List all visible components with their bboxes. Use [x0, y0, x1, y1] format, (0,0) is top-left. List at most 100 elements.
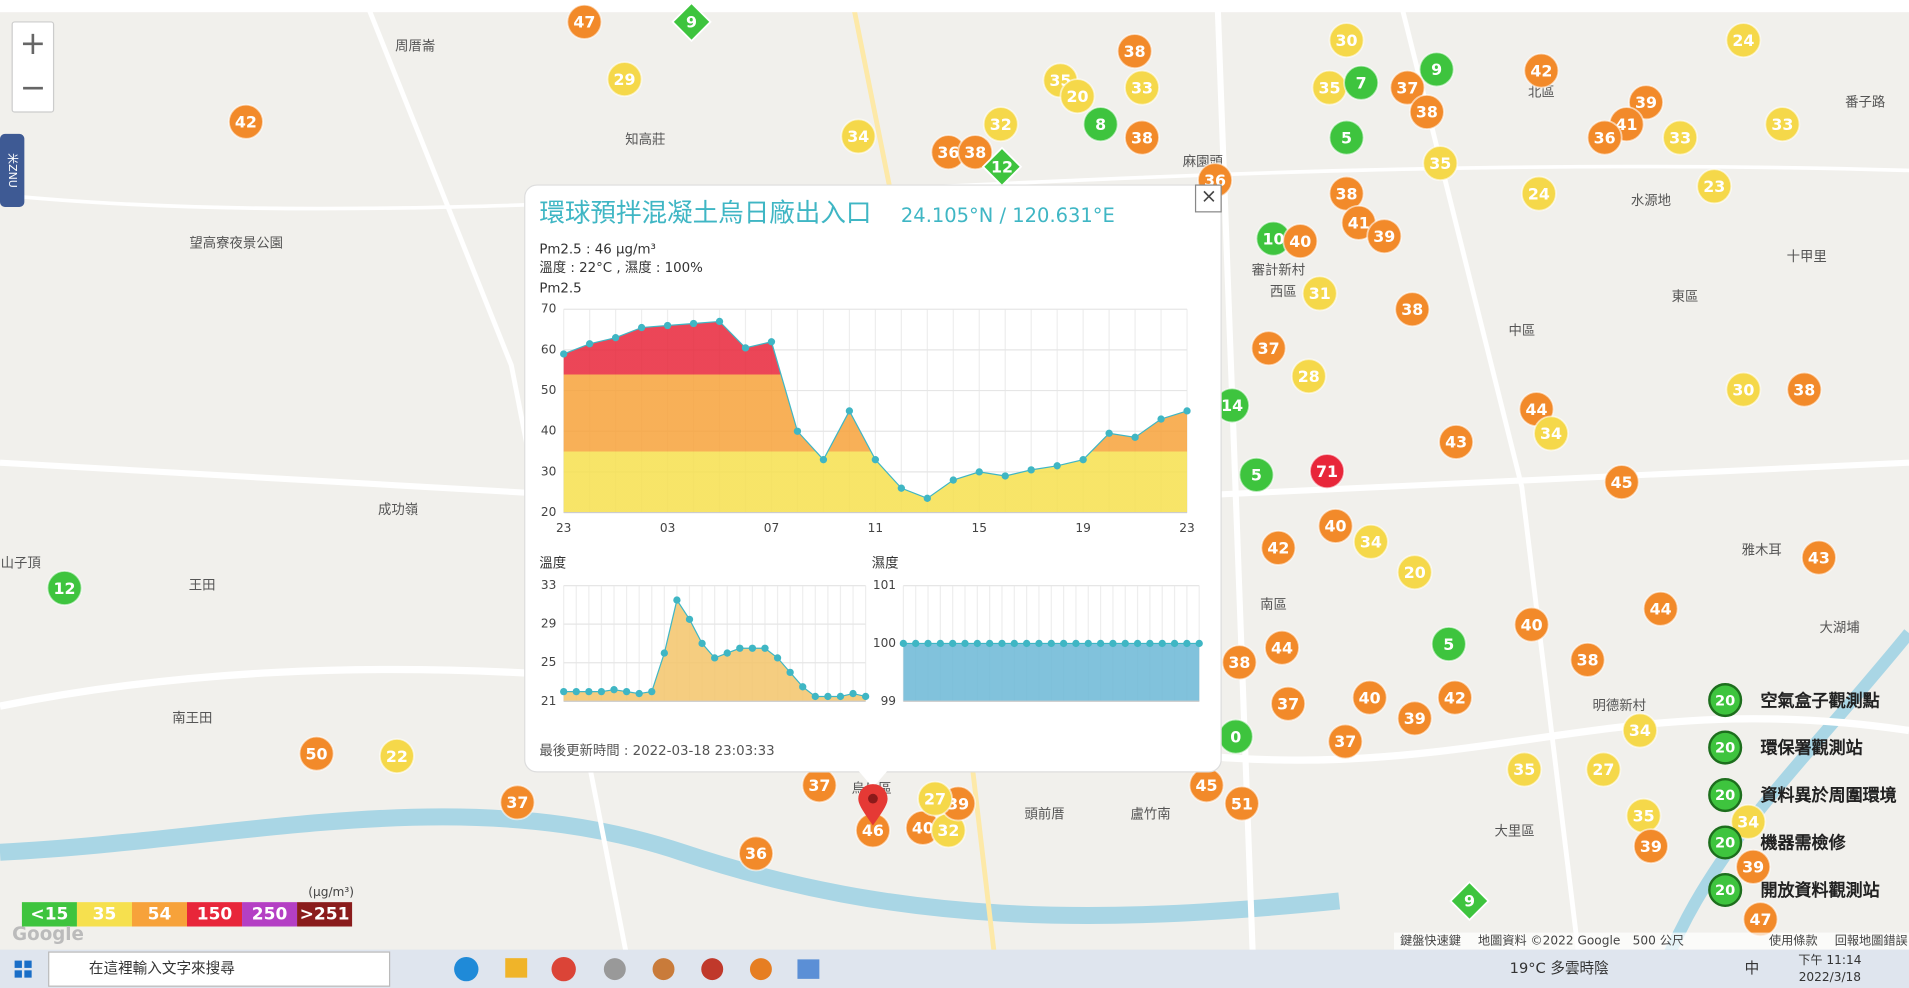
map-marker[interactable]: 40	[1317, 508, 1354, 544]
map-marker[interactable]: 45	[1188, 767, 1225, 804]
map-marker[interactable]: 28	[1290, 358, 1327, 395]
map-marker[interactable]: 40	[904, 809, 941, 846]
map-marker[interactable]: 38	[1124, 119, 1160, 156]
map-marker[interactable]: 71	[1309, 453, 1346, 490]
app-icon[interactable]	[652, 958, 675, 981]
map-marker[interactable]: 35	[1311, 69, 1348, 106]
map-marker[interactable]: 14	[1214, 387, 1251, 424]
map-marker[interactable]: 30	[1328, 22, 1365, 59]
close[interactable]: ×	[1201, 185, 1217, 208]
map-marker[interactable]: 39	[1366, 218, 1403, 255]
app-icon[interactable]	[603, 958, 626, 981]
map-marker[interactable]: 24	[1725, 22, 1762, 59]
app-icon[interactable]	[454, 956, 479, 982]
map-marker[interactable]: 38	[1394, 291, 1431, 328]
map-marker[interactable]: 45	[1603, 464, 1640, 501]
map-marker[interactable]: 34	[1621, 712, 1658, 749]
start-button[interactable]	[14, 960, 32, 978]
map-marker[interactable]: 39	[1632, 828, 1669, 865]
map-marker[interactable]: 12	[46, 570, 83, 607]
map-marker[interactable]: 37	[801, 767, 838, 804]
app-icon[interactable]	[749, 958, 772, 981]
map-marker[interactable]: 47	[566, 3, 603, 40]
map-marker[interactable]: 33	[1124, 69, 1160, 106]
map-marker[interactable]: 37	[499, 784, 536, 821]
map-marker[interactable]: 36	[1586, 119, 1623, 156]
zoom-in[interactable]: +	[20, 26, 47, 62]
app-icon[interactable]	[701, 958, 724, 981]
close-box[interactable]	[1194, 184, 1222, 213]
map-marker[interactable]: 27	[1585, 751, 1622, 788]
ime[interactable]: 中	[1745, 960, 1760, 977]
map-marker[interactable]: 31	[1301, 275, 1338, 312]
map-marker[interactable]: 20	[1396, 554, 1433, 591]
map-marker[interactable]: 20	[1059, 78, 1096, 115]
map-marker[interactable]: 44	[1264, 629, 1300, 666]
map-marker[interactable]: 8	[1082, 106, 1119, 143]
map-marker[interactable]: 43	[1800, 539, 1837, 576]
map-marker[interactable]: 35	[1625, 797, 1662, 834]
map-marker[interactable]: 40	[1513, 606, 1550, 643]
marker-circle	[1735, 848, 1772, 885]
map-marker[interactable]: 38	[1786, 371, 1823, 408]
map-marker[interactable]: 44	[1518, 391, 1555, 428]
map-marker[interactable]: 24	[1520, 175, 1557, 212]
map-marker[interactable]: 50	[298, 735, 335, 772]
map-marker[interactable]: 37	[1270, 685, 1307, 722]
map-marker[interactable]: 0	[1217, 718, 1254, 755]
side-tab[interactable]	[0, 133, 25, 207]
map-marker[interactable]: 43	[1438, 423, 1475, 460]
map-marker[interactable]: 42	[1436, 679, 1473, 716]
map-marker[interactable]: 47	[1742, 901, 1779, 938]
map-marker[interactable]: 35	[1506, 751, 1543, 788]
map-marker[interactable]: 36	[738, 835, 775, 872]
map-marker[interactable]: 42	[227, 103, 264, 140]
map-marker[interactable]: 33	[1662, 119, 1699, 156]
map-marker[interactable]: 38	[1221, 644, 1258, 681]
map-marker[interactable]: 7	[1343, 64, 1380, 101]
map-marker[interactable]: 39	[1735, 848, 1772, 885]
map-marker[interactable]: 9	[671, 1, 712, 43]
marker-circle	[1223, 785, 1260, 822]
map-marker[interactable]: 34	[1352, 523, 1389, 560]
map-marker[interactable]: 5	[1238, 456, 1275, 493]
map-marker[interactable]: 34	[1730, 803, 1767, 840]
map-marker[interactable]: 40	[1351, 679, 1388, 716]
map-marker[interactable]: 36	[930, 134, 967, 171]
map-marker[interactable]: 37	[1327, 723, 1364, 760]
map-marker[interactable]: 23	[1696, 168, 1733, 205]
map-marker[interactable]: 12	[981, 146, 1023, 188]
app-icon[interactable]	[505, 958, 528, 978]
map-marker[interactable]: 33	[1764, 106, 1801, 143]
map-marker[interactable]: 38	[1569, 641, 1606, 678]
map-marker[interactable]: 27	[917, 780, 953, 817]
map-marker[interactable]: 5	[1430, 626, 1467, 663]
map-marker[interactable]: 39	[1396, 700, 1433, 737]
map-marker[interactable]: 38	[1408, 94, 1445, 130]
map-marker[interactable]: 44	[1642, 590, 1679, 627]
search-box[interactable]	[48, 951, 391, 987]
map-marker[interactable]: 35	[1422, 145, 1459, 182]
map-marker[interactable]: 42	[1260, 529, 1297, 566]
map-marker[interactable]: 37	[1389, 69, 1426, 106]
app-icon[interactable]	[551, 956, 576, 982]
map-marker[interactable]: 38	[957, 134, 994, 171]
map-marker[interactable]: 29	[606, 61, 643, 98]
zoom-out[interactable]: −	[20, 70, 47, 106]
map-marker[interactable]: 9	[1449, 880, 1490, 922]
map-marker[interactable]: 9	[1418, 51, 1455, 88]
app-icon[interactable]	[797, 959, 820, 979]
map-marker[interactable]: 22	[378, 738, 415, 775]
map-marker[interactable]: 37	[1250, 330, 1287, 367]
map-marker[interactable]: 38	[1116, 33, 1153, 70]
map-marker[interactable]: 34	[1533, 415, 1570, 452]
map-marker[interactable]: 30	[1725, 371, 1762, 408]
map-marker[interactable]: 34	[840, 118, 877, 155]
map-marker[interactable]: 40	[1282, 223, 1319, 260]
map-marker[interactable]: 10	[1255, 220, 1292, 257]
map-marker[interactable]: 42	[1523, 52, 1560, 89]
search-text[interactable]: 在這裡輸入文字來搜尋	[89, 960, 235, 977]
map-marker[interactable]: 32	[982, 106, 1019, 143]
map-marker[interactable]: 51	[1223, 785, 1260, 822]
map-marker[interactable]: 5	[1328, 119, 1365, 156]
